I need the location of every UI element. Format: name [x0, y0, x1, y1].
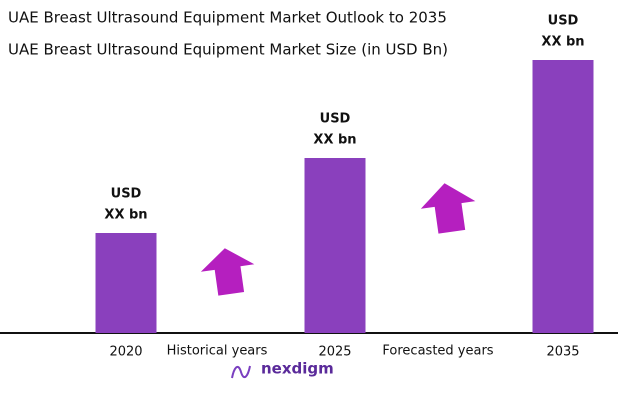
logo-mark [231, 365, 251, 379]
bar [95, 233, 157, 333]
x-tick-label: 2035 [546, 345, 579, 360]
data-label: USD [111, 187, 142, 202]
data-label: XX bn [541, 35, 584, 50]
bar [532, 60, 594, 333]
chart-subtitle: UAE Breast Ultrasound Equipment Market S… [8, 41, 448, 59]
annotation: Forecasted years [382, 344, 493, 359]
annotation: Historical years [167, 344, 268, 359]
data-label: XX bn [313, 133, 356, 148]
up-arrow [420, 183, 476, 234]
chart-title: UAE Breast Ultrasound Equipment Market O… [8, 9, 447, 27]
data-label: USD [548, 14, 579, 29]
x-tick-label: 2025 [318, 345, 351, 360]
x-tick-label: 2020 [109, 345, 142, 360]
bar [304, 158, 366, 333]
logo: nexdigm [261, 360, 334, 378]
data-label: USD [320, 112, 351, 127]
up-arrow [200, 248, 255, 296]
data-label: XX bn [104, 208, 147, 223]
